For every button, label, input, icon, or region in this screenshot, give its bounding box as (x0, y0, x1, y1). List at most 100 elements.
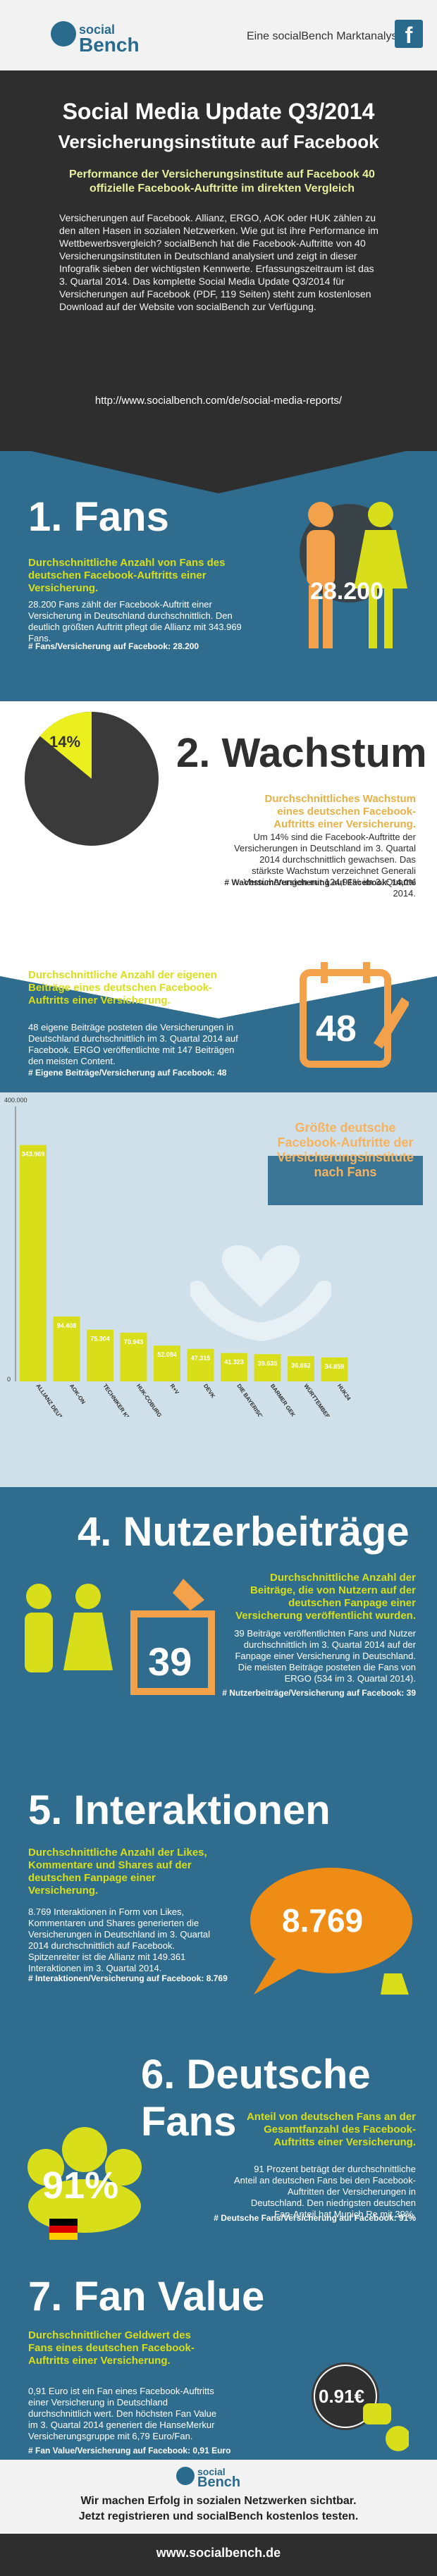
fans-lead: Durchschnittliche Anzahl von Fans des de… (28, 557, 226, 594)
growth-pie-group (25, 712, 159, 846)
chart-title: Größte deutsche Facebook-Auftritte der V… (276, 1121, 414, 1179)
german-fans-icon (27, 2127, 142, 2240)
fan-value-body: 0,91 Euro ist ein Fan eines Facebook-Auf… (28, 2386, 217, 2441)
chart-title-box (268, 1156, 423, 1205)
nutzer-title: 4. Nutzerbeiträge (78, 1509, 410, 1555)
fans-note: # Fans/Versicherung auf Facebook: 28.200 (28, 641, 199, 651)
interaktionen-value: 8.769 (282, 1902, 364, 1939)
deutsche-fans-body: 91 Prozent beträgt der durchschnittliche… (233, 2164, 416, 2219)
header-tagline: Eine socialBench Marktanalyse (247, 30, 404, 42)
page-subtitle: Versicherungsinstitute auf Facebook (58, 131, 379, 152)
chart-bar (221, 1352, 247, 1381)
fan-value-title: 7. Fan Value (28, 2274, 265, 2319)
wachstum-lead: Durchschnittliches Wachstum eines deutsc… (264, 793, 416, 830)
interaktionen-body: 8.769 Interaktionen in Form von Likes, K… (28, 1906, 210, 1973)
footer-line2: Jetzt registrieren und socialBench koste… (78, 2510, 359, 2522)
deutsche-fans-note: # Deutsche Fans/Versicherung auf Faceboo… (214, 2213, 416, 2223)
nutzer-lead: Durchschnittliche Anzahl der Beiträge, d… (235, 1572, 416, 1622)
chart-category-label: R+V (168, 1383, 180, 1396)
fan-value-note: # Fan Value/Versicherung auf Facebook: 0… (28, 2446, 231, 2455)
growth-pie-chart (25, 712, 159, 846)
wachstum-value: 14% (49, 733, 81, 751)
calendar-pen-icon (300, 962, 409, 1068)
chart-data-label: 39.635 (258, 1360, 278, 1367)
chart-data-label: 343.969 (22, 1151, 45, 1158)
facebook-icon[interactable]: f (395, 20, 423, 48)
chart-data-label: 47.315 (191, 1355, 211, 1362)
chart-data-label: 41.323 (224, 1359, 244, 1366)
chart-y-tick-top: 400.000 (4, 1097, 27, 1104)
interaktionen-note: # Interaktionen/Versicherung auf Faceboo… (28, 1973, 228, 1983)
chart-data-label: 94.408 (57, 1322, 77, 1329)
header-bar: social Bench Eine socialBench Marktanaly… (0, 0, 437, 73)
deutsche-fans-title: 6. Deutsche Fans (141, 2052, 371, 2145)
beitraege-note: # Eigene Beiträge/Versicherung auf Faceb… (28, 1068, 227, 1078)
chart-category-label: BARMER GEK (269, 1383, 297, 1417)
fan-value-value: 0.91€ (319, 2386, 365, 2407)
coin-hand-icon (312, 2362, 409, 2451)
intro-url-link[interactable]: http://www.socialbench.com/de/social-med… (94, 395, 343, 407)
chart-bar (321, 1357, 348, 1381)
heart-hands-icon (190, 1245, 331, 1342)
chart-bar (254, 1354, 281, 1381)
chart-data-label: 52.084 (157, 1351, 177, 1358)
nutzer-value: 39 (148, 1639, 192, 1684)
chart-bar (20, 1145, 47, 1381)
people-icon (300, 502, 407, 648)
socialbench-logo[interactable]: social Bench (51, 16, 140, 56)
deutsche-fans-lead: Anteil von deutschen Fans an der Gesamtf… (246, 2111, 416, 2148)
intro-subtitle: Performance der Versicherungsinstitute a… (69, 168, 375, 195)
page-title: Social Media Update Q3/2014 (62, 99, 375, 124)
chart-category-label: WÜRTTEMBERGISCHE VERSICHERUNG (302, 1383, 370, 1417)
intro-body: Versicherungen auf Facebook. Allianz, ER… (59, 212, 378, 312)
beitraege-value: 48 (316, 1009, 357, 1049)
footer-logo-small: social (197, 2466, 226, 2477)
chart-data-label: 36.662 (291, 1362, 311, 1369)
footer-logo-big: Bench (197, 2475, 241, 2490)
chart-data-label: 70.943 (124, 1338, 144, 1345)
chart-category-label: AOK-ON (68, 1383, 87, 1405)
footer-bar (0, 2534, 437, 2576)
intro-pointer (0, 444, 437, 493)
beitraege-title: 3. Eigene Beiträge (28, 910, 383, 956)
chart-category-label: DIE BAYERISCHE (235, 1383, 268, 1417)
interaction-bubble-icon (250, 1868, 412, 1995)
chart-bar (288, 1356, 314, 1381)
chart-data-label: 75.304 (90, 1336, 110, 1343)
users-posting-icon (25, 1579, 215, 1695)
intro-section (0, 70, 437, 451)
wachstum-body: Um 14% sind die Facebook-Auftritte der V… (234, 832, 416, 899)
footer-logo-icon (176, 2467, 195, 2485)
chart-y-tick-zero: 0 (7, 1376, 11, 1383)
nutzer-note: # Nutzerbeiträge/Versicherung auf Facebo… (222, 1688, 416, 1698)
fans-value: 28.200 (310, 578, 383, 605)
footer-logo[interactable]: social Bench (176, 2463, 261, 2491)
chart-bar (53, 1316, 80, 1381)
chart-bar (154, 1345, 180, 1381)
chart-category-label: HUK-COBURG (135, 1383, 163, 1417)
chart-bar (187, 1348, 214, 1381)
deutsche-fans-value: 91% (42, 2164, 119, 2207)
fan-value-section (0, 2262, 437, 2460)
logo-circle-icon (51, 21, 76, 47)
fans-title: 1. Fans (28, 494, 169, 540)
chart-category-label: DEVK (202, 1383, 216, 1400)
fans-body: 28.200 Fans zählt der Facebook-Auftritt … (28, 599, 242, 643)
chart-data-label: 34.859 (325, 1363, 345, 1370)
footer-line1: Wir machen Erfolg in sozialen Netzwerken… (80, 2495, 357, 2507)
footer-cta (0, 2460, 437, 2534)
footer-url-link[interactable]: www.socialbench.de (156, 2546, 281, 2560)
fan-value-lead: Durchschnittlicher Geldwert des Fans ein… (28, 2329, 195, 2367)
chart-bar (87, 1329, 113, 1381)
interaktionen-title: 5. Interaktionen (28, 1787, 331, 1833)
chart-category-label: HUK24 (336, 1383, 352, 1402)
beitraege-lead: Durchschnittliche Anzahl der eigenen Bei… (28, 969, 217, 1006)
interaktionen-lead: Durchschnittliche Anzahl der Likes, Komm… (28, 1847, 207, 1897)
chart-bar (120, 1332, 147, 1381)
pie-growth-slice (39, 712, 92, 779)
beitraege-body: 48 eigene Beiträge posteten die Versiche… (28, 1022, 238, 1066)
logo-text-big: Bench (79, 34, 140, 56)
wachstum-note: # Wachstum/Versicherung auf Facebook: 14… (224, 877, 416, 887)
